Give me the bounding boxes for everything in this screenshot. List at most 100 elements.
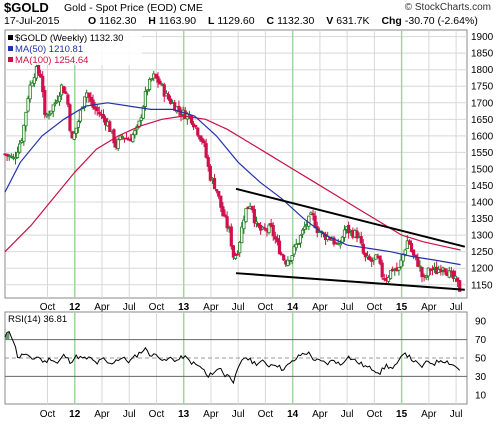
candle-body bbox=[15, 151, 20, 158]
candle-body bbox=[250, 205, 254, 211]
candle-body bbox=[235, 253, 240, 256]
candle-body bbox=[13, 156, 18, 160]
ma50-line bbox=[4, 102, 461, 266]
candle-body bbox=[74, 127, 78, 134]
x-tick-label: 13 bbox=[178, 409, 190, 420]
candle-body bbox=[141, 106, 145, 119]
rsi-panel: Oct 12 Apr Jul Oct 13 Apr Jul Oct 14 Apr Jul Oct 15 Ap… bbox=[4, 311, 487, 420]
candle-body bbox=[256, 223, 261, 227]
candle-body bbox=[212, 177, 217, 190]
candle-body bbox=[196, 127, 200, 136]
rsi-tick-label: 90 bbox=[475, 317, 487, 328]
candle-body bbox=[24, 111, 28, 127]
legend-item: MA(50) 1210.81 bbox=[15, 44, 83, 55]
date-label: 17-Jul-2015 bbox=[4, 15, 60, 27]
candle-body bbox=[18, 143, 22, 153]
candle-body bbox=[78, 109, 83, 122]
price-tick-label: 1700 bbox=[471, 98, 494, 109]
candle-body bbox=[51, 104, 55, 112]
x-tick-label: Oct bbox=[149, 409, 165, 420]
candle-body bbox=[28, 84, 32, 100]
open-value: 1162.30 bbox=[99, 15, 137, 27]
candle-body bbox=[447, 270, 451, 278]
ohlc-readout: O 1162.30 H 1163.90 L 1129.60 C 1132.30 V 631… bbox=[88, 15, 487, 27]
candle-body bbox=[420, 266, 424, 278]
candle-body bbox=[150, 78, 154, 81]
candle-body bbox=[298, 234, 303, 244]
high-value: 1163.90 bbox=[158, 15, 197, 27]
close-value: 1132.30 bbox=[277, 15, 315, 27]
candle-body bbox=[386, 277, 391, 282]
candle-body bbox=[225, 216, 229, 229]
price-tick-label: 1550 bbox=[471, 148, 494, 159]
price-tick-label: 1200 bbox=[471, 264, 494, 275]
rsi-overbought-fill bbox=[5, 330, 10, 340]
candle-body bbox=[215, 189, 219, 192]
candle-body bbox=[290, 255, 294, 261]
high-label: H bbox=[148, 15, 156, 27]
candle-body bbox=[231, 245, 236, 258]
x-tick-label: Jul bbox=[123, 409, 136, 420]
x-tick-label: Apr bbox=[421, 302, 437, 313]
x-tick-label: Oct bbox=[367, 302, 383, 313]
x-tick-label: Jul bbox=[232, 409, 245, 420]
candle-body bbox=[68, 104, 72, 131]
description-text: Gold - Spot Price (EOD) bbox=[64, 2, 177, 14]
candle-body bbox=[238, 241, 242, 254]
x-tick-label: Jul bbox=[123, 302, 136, 313]
candle-body bbox=[120, 136, 124, 138]
candle-body bbox=[277, 240, 282, 255]
candle-body bbox=[64, 91, 68, 94]
candle-body bbox=[206, 157, 210, 167]
candle-body bbox=[5, 153, 9, 157]
candle-body bbox=[368, 256, 372, 261]
candle-body bbox=[340, 236, 344, 243]
candle-body bbox=[229, 226, 233, 247]
x-tick-label: Jul bbox=[341, 409, 354, 420]
price-tick-label: 1500 bbox=[471, 164, 494, 175]
x-tick-label: Apr bbox=[312, 302, 328, 313]
candle-body bbox=[91, 99, 95, 108]
rsi-tick-label: 70 bbox=[475, 335, 487, 346]
legend-swatch bbox=[8, 46, 13, 51]
candle-body bbox=[282, 254, 286, 261]
candle-body bbox=[200, 137, 204, 142]
x-tick-label: 13 bbox=[178, 302, 190, 313]
candle-body bbox=[108, 121, 112, 133]
candle-body bbox=[254, 221, 259, 224]
candle-body bbox=[39, 73, 43, 78]
candle-body bbox=[443, 268, 447, 273]
candle-body bbox=[166, 94, 171, 100]
candle-body bbox=[89, 96, 93, 102]
candle-body bbox=[204, 143, 208, 158]
change-value: -30.70 (-2.64%) bbox=[404, 15, 478, 27]
x-tick-label: Oct bbox=[40, 302, 56, 313]
candle-body bbox=[244, 208, 248, 223]
price-tick-label: 1400 bbox=[471, 198, 494, 209]
x-tick-label: Oct bbox=[40, 409, 56, 420]
rsi-tick-label: 10 bbox=[475, 390, 487, 401]
candle-body bbox=[177, 105, 181, 112]
candle-body bbox=[296, 243, 300, 245]
candle-body bbox=[139, 117, 143, 121]
candle-body bbox=[72, 132, 76, 140]
volume-value: 631.7K bbox=[336, 15, 370, 27]
candle-body bbox=[267, 224, 271, 234]
candle-body bbox=[361, 243, 365, 254]
candle-body bbox=[263, 227, 267, 230]
candle-body bbox=[62, 86, 66, 94]
x-tick-label: Jul bbox=[450, 302, 463, 313]
candle-body bbox=[143, 90, 147, 107]
candle-body bbox=[208, 166, 212, 181]
x-tick-label: Apr bbox=[94, 409, 110, 420]
price-tick-label: 1450 bbox=[471, 181, 494, 192]
candle-body bbox=[36, 64, 41, 74]
candle-body bbox=[397, 267, 401, 271]
candle-body bbox=[286, 259, 290, 266]
x-tick-label: Jul bbox=[341, 302, 354, 313]
candle-body bbox=[294, 243, 298, 249]
candle-body bbox=[168, 98, 173, 104]
candle-body bbox=[300, 229, 305, 235]
candle-body bbox=[87, 92, 91, 98]
